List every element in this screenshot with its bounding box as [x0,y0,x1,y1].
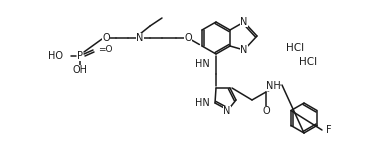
Text: HO: HO [48,51,63,61]
Text: F: F [326,125,332,135]
Text: O: O [102,33,110,43]
Text: OH: OH [72,65,87,75]
Text: N: N [224,106,231,116]
Text: HCl: HCl [286,43,304,53]
Text: N: N [240,17,248,27]
Text: HCl: HCl [299,57,317,67]
Text: P: P [77,51,83,61]
Text: N: N [240,45,248,55]
Text: O: O [184,33,192,43]
Text: =O: =O [98,44,112,53]
Text: N: N [136,33,144,43]
Text: HN: HN [195,98,210,108]
Text: HN: HN [195,59,210,69]
Text: NH: NH [266,81,280,91]
Text: O: O [262,106,270,116]
